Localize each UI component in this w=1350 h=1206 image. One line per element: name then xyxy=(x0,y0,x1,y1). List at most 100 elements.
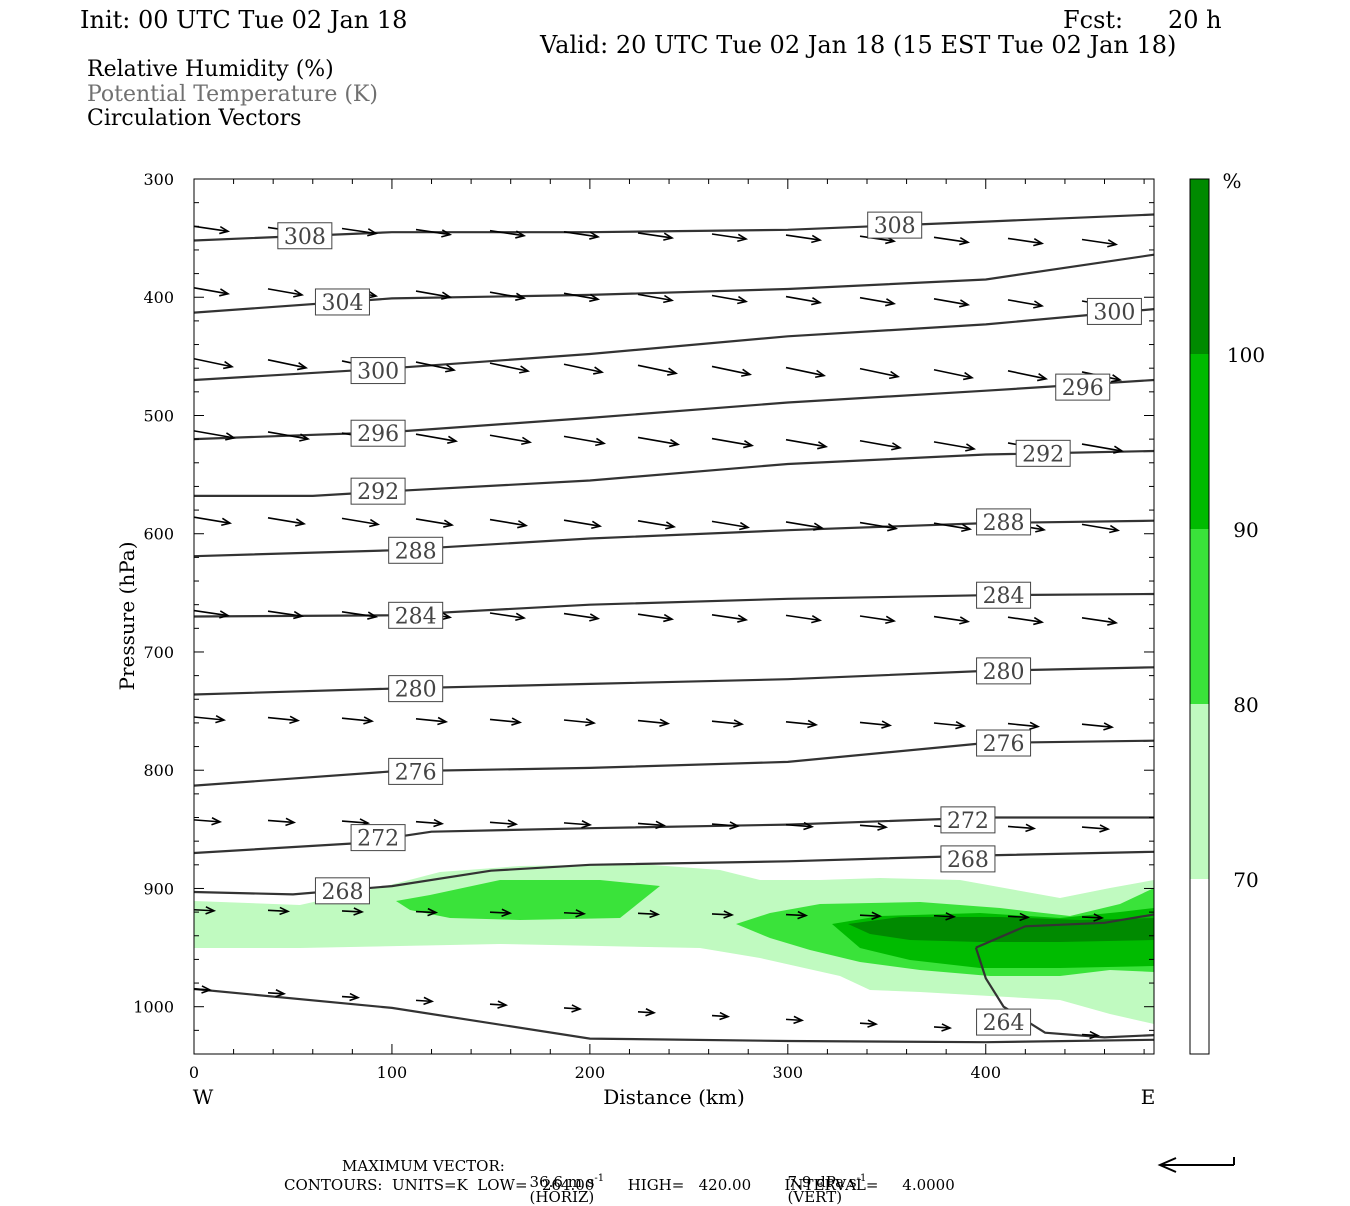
circulation-vector xyxy=(637,293,675,304)
colorbar-band xyxy=(1190,529,1209,704)
contour-label-284: 284 xyxy=(976,581,1032,609)
circulation-vector xyxy=(194,817,223,826)
contour-label-296: 296 xyxy=(1055,373,1111,401)
theta-contour-300 xyxy=(194,308,1154,382)
field-title-vectors: Circulation Vectors xyxy=(87,106,302,131)
circulation-vector xyxy=(1081,824,1111,833)
contour-label-288: 288 xyxy=(388,536,444,564)
circulation-vector xyxy=(1007,237,1045,247)
circulation-vector xyxy=(489,908,513,917)
circulation-vector xyxy=(267,610,305,620)
theta-contour-264 xyxy=(975,913,1154,949)
forecast-label: Fcst: xyxy=(1063,6,1124,34)
circulation-vector xyxy=(711,719,745,728)
forecast-hour: 20 h xyxy=(1168,6,1222,34)
circulation-vector xyxy=(637,1008,657,1017)
west-label: W xyxy=(193,1085,214,1109)
theta-contour-labels: 308 308 304 300 300 296 296 292 292 288 288 284 284 2… xyxy=(277,211,1142,1036)
circulation-vector xyxy=(194,906,217,915)
contour-label-268: 268 xyxy=(314,877,370,905)
svg-text:300: 300 xyxy=(357,360,399,385)
plot-frame xyxy=(193,178,1155,1055)
svg-text:280: 280 xyxy=(983,660,1025,685)
circulation-vector xyxy=(489,434,533,446)
circulation-vector xyxy=(194,714,227,724)
circulation-vector xyxy=(1007,721,1041,731)
circulation-vector xyxy=(859,615,897,625)
theta-contour-272 xyxy=(194,816,1154,855)
circulation-vector xyxy=(194,985,213,994)
circulation-vector xyxy=(1081,722,1115,731)
circulation-vector xyxy=(341,992,361,1002)
circulation-vector xyxy=(637,364,679,376)
svg-text:300: 300 xyxy=(1093,300,1135,325)
y-tick-label: 900 xyxy=(143,879,174,898)
circulation-vector xyxy=(637,519,677,530)
circulation-vector xyxy=(859,367,901,380)
circulation-vector xyxy=(267,516,307,527)
circulation-vector xyxy=(563,363,605,375)
contour-label-304: 304 xyxy=(314,288,370,316)
contour-label-280: 280 xyxy=(388,675,444,703)
circulation-vector xyxy=(785,821,815,831)
circulation-vector xyxy=(267,431,311,442)
svg-text:284: 284 xyxy=(395,604,437,629)
circulation-vector xyxy=(637,820,667,830)
circulation-vector xyxy=(563,909,587,918)
circulation-vector xyxy=(785,521,825,531)
circulation-vector xyxy=(637,613,675,623)
circulation-vector xyxy=(933,615,971,625)
circulation-vector xyxy=(859,296,897,307)
circulation-vector xyxy=(1007,616,1045,626)
circulation-vector xyxy=(563,519,603,530)
reference-vector xyxy=(1157,1157,1235,1173)
x-axis-label: Distance (km) xyxy=(603,1085,745,1109)
circulation-vector xyxy=(933,441,977,452)
contours-info: CONTOURS: UNITS=K LOW= 264.00 HIGH= 420.… xyxy=(284,1176,955,1194)
contour-label-280: 280 xyxy=(976,657,1032,685)
circulation-vector xyxy=(1081,443,1125,454)
y-tick-label: 500 xyxy=(143,406,174,425)
colorbar-level-label: 70 xyxy=(1233,868,1258,892)
circulation-vector xyxy=(415,716,449,726)
circulation-vector xyxy=(415,996,435,1006)
field-title-theta: Potential Temperature (K) xyxy=(87,82,378,107)
y-tick-label: 400 xyxy=(143,288,174,307)
east-label: E xyxy=(1141,1085,1156,1109)
field-title-rh: Relative Humidity (%) xyxy=(87,57,334,82)
svg-text:292: 292 xyxy=(357,480,399,505)
circulation-vector xyxy=(933,297,971,308)
circulation-vector xyxy=(785,295,823,306)
vert-value: 7.9 dPa s xyxy=(787,1173,857,1191)
circulation-vector xyxy=(1081,238,1119,248)
circulation-vector xyxy=(415,433,459,444)
y-tick-label: 700 xyxy=(143,643,174,662)
contour-label-296: 296 xyxy=(350,419,406,447)
circulation-vector xyxy=(1081,1030,1101,1040)
circulation-vector xyxy=(1007,823,1037,833)
contour-label-272: 272 xyxy=(940,806,996,834)
svg-text:276: 276 xyxy=(395,760,437,785)
circulation-vector xyxy=(711,910,735,919)
circulation-vector xyxy=(637,909,661,919)
x-tick-label: 400 xyxy=(970,1063,1001,1082)
circulation-vector xyxy=(415,518,455,528)
circulation-vector xyxy=(563,1004,583,1013)
circulation-vector xyxy=(489,362,531,374)
circulation-vector xyxy=(711,294,749,305)
colorbar-band xyxy=(1190,704,1209,879)
circulation-vector xyxy=(194,357,235,370)
colorbar: 100 90 80 70 xyxy=(1189,178,1265,1055)
circulation-vector xyxy=(1007,299,1045,309)
contour-label-308: 308 xyxy=(867,211,923,239)
circulation-vector xyxy=(859,822,889,831)
circulation-vector xyxy=(489,291,527,301)
circulation-vector xyxy=(489,229,527,239)
circulation-vector xyxy=(563,820,593,829)
circulation-vector xyxy=(267,359,309,371)
circulation-vector xyxy=(267,989,287,998)
circulation-vector xyxy=(267,715,301,725)
x-tick-label: 100 xyxy=(377,1063,408,1082)
colorbar-band xyxy=(1190,879,1209,1054)
colorbar-frame xyxy=(1189,178,1210,1055)
